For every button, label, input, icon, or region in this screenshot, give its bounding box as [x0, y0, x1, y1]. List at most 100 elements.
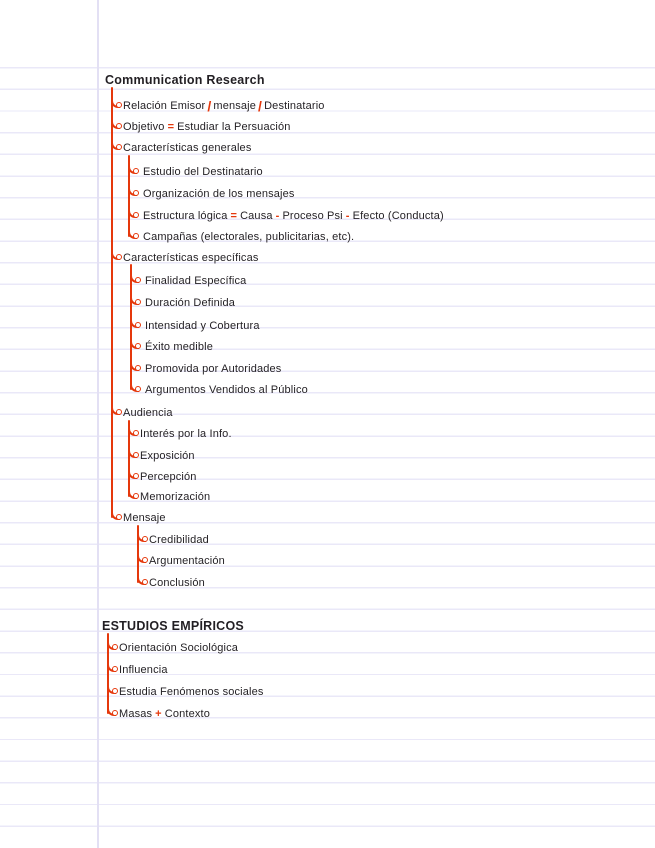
note-item-memorizacion: Memorización [128, 484, 211, 506]
bullet-icon [133, 493, 139, 499]
bullet-icon [112, 666, 118, 672]
section-title-estudios-empiricos: ESTUDIOS EMPÍRICOS [102, 617, 244, 635]
note-text: Destinatario [264, 100, 325, 112]
note-text: Exposición [140, 450, 195, 462]
note-text: Características generales [123, 142, 252, 154]
bullet-icon [133, 233, 139, 239]
red-plus: + [155, 708, 162, 720]
bullet-icon [133, 473, 139, 479]
branch-hook [111, 114, 120, 129]
branch-hook [137, 548, 146, 563]
bullet-icon [112, 688, 118, 694]
note-item-orientacion: Orientación Sociológica [107, 635, 239, 657]
bullet-icon [142, 579, 148, 585]
bullet-icon [116, 102, 122, 108]
note-item-organizacion-mensajes: Organización de los mensajes [128, 181, 295, 203]
red-slash: / [258, 98, 263, 114]
branch-hook [111, 505, 120, 520]
note-text: Duración Definida [145, 297, 235, 309]
red-slash: / [207, 98, 212, 114]
note-item-exito: Éxito medible [130, 334, 213, 356]
tree-connector-audiencia [128, 420, 131, 497]
note-text: Interés por la Info. [140, 428, 232, 440]
note-item-objetivo: Objetivo = Estudiar la Persuación [111, 114, 291, 136]
note-text: Objetivo [123, 121, 165, 133]
note-text: Causa [240, 210, 273, 222]
note-item-fenomenos: Estudia Fenómenos sociales [107, 679, 264, 701]
branch-hook [107, 635, 116, 650]
bullet-icon [133, 212, 139, 218]
note-item-credibilidad: Credibilidad [137, 527, 209, 549]
note-item-audiencia: Audiencia [111, 400, 173, 422]
note-text: Proceso Psi [282, 210, 343, 222]
branch-hook [128, 484, 137, 499]
note-item-promovida: Promovida por Autoridades [130, 356, 281, 378]
branch-hook [130, 268, 139, 283]
bullet-icon [133, 430, 139, 436]
note-text: Conclusión [149, 577, 205, 589]
note-item-conclusion: Conclusión [137, 570, 205, 592]
note-text: Audiencia [123, 407, 173, 419]
note-item-argumentacion: Argumentación [137, 548, 225, 570]
note-item-influencia: Influencia [107, 657, 168, 679]
title-text: Communication Research [105, 73, 265, 87]
note-item-exposicion: Exposición [128, 443, 195, 465]
ruled-lines [0, 67, 655, 828]
branch-hook [111, 245, 120, 260]
tree-connector-especificas [130, 264, 133, 390]
note-item-caracteristicas-generales: Características generales [111, 135, 252, 157]
bullet-icon [135, 299, 141, 305]
branch-hook [111, 135, 120, 150]
bullet-icon [112, 644, 118, 650]
note-text: Estudia Fenómenos sociales [119, 686, 264, 698]
note-item-relacion: Relación Emisor / mensaje / Destinatario [111, 93, 325, 115]
bullet-icon [135, 343, 141, 349]
note-item-masas: Masas + Contexto [107, 701, 210, 723]
note-item-percepcion: Percepción [128, 464, 197, 486]
branch-hook [107, 679, 116, 694]
bullet-icon [112, 710, 118, 716]
branch-hook [130, 334, 139, 349]
bullet-icon [133, 190, 139, 196]
note-item-finalidad: Finalidad Específica [130, 268, 247, 290]
branch-hook [128, 181, 137, 196]
bullet-icon [142, 557, 148, 563]
branch-hook [128, 224, 137, 239]
bullet-icon [133, 452, 139, 458]
bullet-icon [135, 277, 141, 283]
bullet-icon [135, 322, 141, 328]
branch-hook [111, 93, 120, 108]
note-text: Estudio del Destinatario [143, 166, 263, 178]
branch-hook [111, 400, 120, 415]
bullet-icon [116, 254, 122, 260]
note-text: Características específicas [123, 252, 259, 264]
note-item-estructura-logica: Estructura lógica = Causa - Proceso Psi … [128, 203, 444, 225]
bullet-icon [116, 123, 122, 129]
note-text: Finalidad Específica [145, 275, 247, 287]
branch-hook [130, 290, 139, 305]
bullet-icon [135, 365, 141, 371]
note-item-estudio-destinatario: Estudio del Destinatario [128, 159, 263, 181]
note-text: Contexto [164, 708, 210, 720]
bullet-icon [135, 386, 141, 392]
note-text: Orientación Sociológica [119, 642, 239, 654]
note-text: Argumentos Vendidos al Público [145, 384, 308, 396]
red-dash: - [345, 210, 350, 222]
note-text: Memorización [140, 491, 211, 503]
margin-line [97, 0, 99, 848]
title-text: ESTUDIOS EMPÍRICOS [102, 619, 245, 633]
note-item-intensidad: Intensidad y Cobertura [130, 313, 260, 335]
note-text: Influencia [119, 664, 168, 676]
note-text: Organización de los mensajes [143, 188, 295, 200]
bullet-icon [116, 144, 122, 150]
tree-connector-main [111, 87, 114, 518]
red-equals: = [230, 210, 238, 222]
note-text: Intensidad y Cobertura [145, 320, 260, 332]
note-text: Mensaje [123, 512, 166, 524]
note-text: Estructura lógica [143, 210, 228, 222]
note-text: mensaje [213, 100, 257, 112]
note-text: Estudiar la Persuación [177, 121, 291, 133]
red-equals: = [167, 121, 175, 133]
bullet-icon [133, 168, 139, 174]
